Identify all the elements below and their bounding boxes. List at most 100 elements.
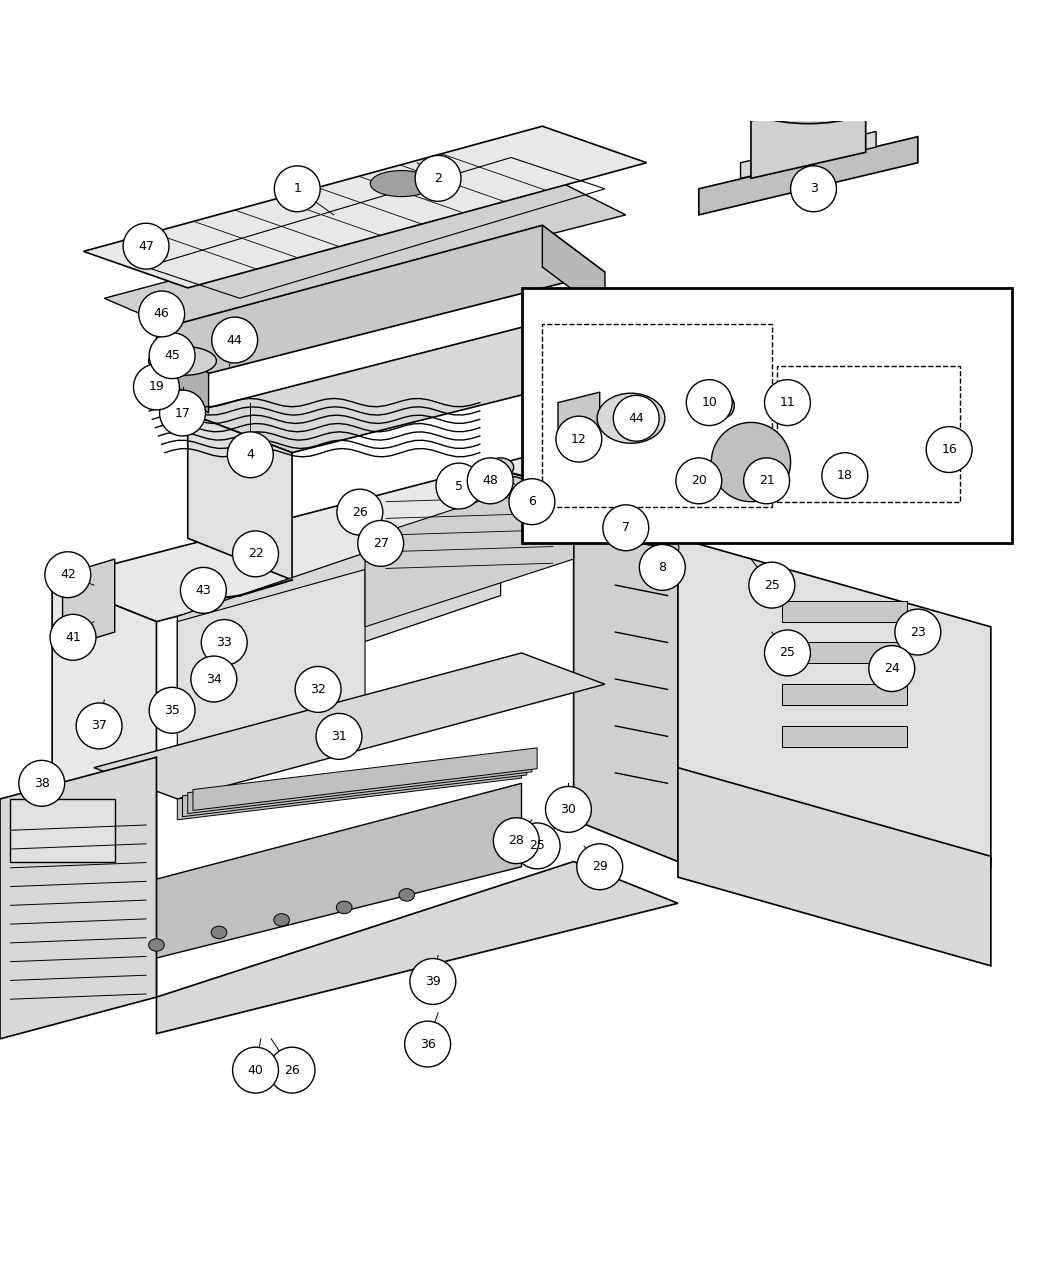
Text: 29: 29: [591, 860, 608, 874]
Polygon shape: [188, 750, 532, 813]
Circle shape: [123, 224, 169, 269]
Text: 45: 45: [164, 350, 180, 362]
Bar: [782, 601, 907, 622]
Bar: [782, 684, 907, 705]
Text: 31: 31: [331, 730, 347, 743]
Text: 47: 47: [138, 240, 154, 253]
Polygon shape: [183, 754, 527, 817]
Text: 25: 25: [779, 646, 796, 659]
Circle shape: [436, 463, 482, 509]
Circle shape: [613, 396, 659, 441]
Polygon shape: [188, 412, 292, 580]
Circle shape: [269, 1047, 315, 1094]
Ellipse shape: [656, 540, 679, 556]
Bar: [542, 324, 772, 506]
Text: 18: 18: [836, 469, 853, 482]
Text: 4: 4: [246, 448, 254, 461]
Ellipse shape: [768, 391, 786, 414]
Polygon shape: [699, 136, 918, 215]
Text: 24: 24: [883, 662, 900, 675]
Circle shape: [765, 379, 810, 425]
Text: 12: 12: [571, 433, 587, 446]
Ellipse shape: [715, 394, 734, 418]
Text: 22: 22: [247, 547, 264, 560]
Text: 41: 41: [65, 631, 81, 644]
Polygon shape: [156, 329, 209, 412]
Circle shape: [76, 703, 122, 749]
Text: 16: 16: [941, 443, 957, 456]
Circle shape: [274, 166, 320, 212]
Bar: [522, 288, 1012, 544]
Ellipse shape: [500, 477, 526, 496]
Polygon shape: [574, 314, 678, 486]
Text: 44: 44: [226, 334, 243, 347]
Text: 39: 39: [425, 975, 441, 988]
Circle shape: [926, 427, 972, 473]
Text: 21: 21: [758, 474, 775, 487]
Circle shape: [895, 609, 941, 655]
Bar: [777, 366, 960, 501]
Circle shape: [603, 505, 649, 551]
Text: 27: 27: [372, 537, 389, 550]
Circle shape: [191, 657, 237, 702]
Text: 43: 43: [195, 583, 212, 596]
Circle shape: [233, 1047, 278, 1094]
Text: 30: 30: [560, 803, 577, 816]
Circle shape: [405, 1022, 451, 1067]
Circle shape: [139, 290, 185, 337]
Text: 8: 8: [658, 562, 666, 574]
Circle shape: [295, 667, 341, 712]
Text: 20: 20: [690, 474, 707, 487]
Circle shape: [711, 423, 791, 501]
Circle shape: [509, 479, 555, 524]
Circle shape: [415, 155, 461, 202]
Polygon shape: [678, 538, 991, 867]
Ellipse shape: [597, 393, 665, 443]
Polygon shape: [741, 131, 876, 179]
Text: 17: 17: [174, 406, 191, 419]
Circle shape: [545, 786, 591, 833]
Circle shape: [765, 630, 810, 676]
Polygon shape: [542, 225, 605, 314]
Polygon shape: [177, 506, 501, 705]
Circle shape: [227, 432, 273, 478]
Circle shape: [201, 619, 247, 666]
Circle shape: [493, 817, 539, 864]
Text: 26: 26: [284, 1064, 300, 1077]
Circle shape: [676, 457, 722, 504]
Text: 10: 10: [701, 396, 718, 409]
Circle shape: [749, 563, 795, 608]
Text: 25: 25: [763, 578, 780, 591]
Circle shape: [212, 317, 258, 362]
Circle shape: [744, 457, 790, 504]
Circle shape: [822, 452, 868, 499]
Polygon shape: [156, 861, 678, 1033]
Polygon shape: [94, 653, 605, 799]
Ellipse shape: [487, 457, 513, 477]
Text: 36: 36: [419, 1037, 436, 1051]
Circle shape: [134, 364, 179, 410]
Circle shape: [410, 959, 456, 1005]
Text: 3: 3: [809, 182, 818, 195]
Circle shape: [686, 379, 732, 425]
Polygon shape: [63, 559, 115, 648]
Bar: [782, 726, 907, 747]
Circle shape: [791, 166, 836, 212]
Text: 32: 32: [310, 682, 326, 696]
Text: 40: 40: [247, 1064, 264, 1077]
Text: 23: 23: [909, 626, 926, 639]
Circle shape: [467, 457, 513, 504]
Bar: [162, 351, 174, 374]
Bar: [10, 799, 115, 861]
Circle shape: [149, 687, 195, 734]
Polygon shape: [177, 569, 365, 789]
Ellipse shape: [513, 496, 539, 514]
Text: 1: 1: [293, 182, 301, 195]
Circle shape: [316, 713, 362, 759]
Text: 42: 42: [59, 568, 76, 581]
Polygon shape: [0, 757, 156, 1038]
Circle shape: [639, 545, 685, 590]
Polygon shape: [574, 445, 678, 861]
Circle shape: [577, 844, 623, 889]
Polygon shape: [52, 445, 678, 622]
